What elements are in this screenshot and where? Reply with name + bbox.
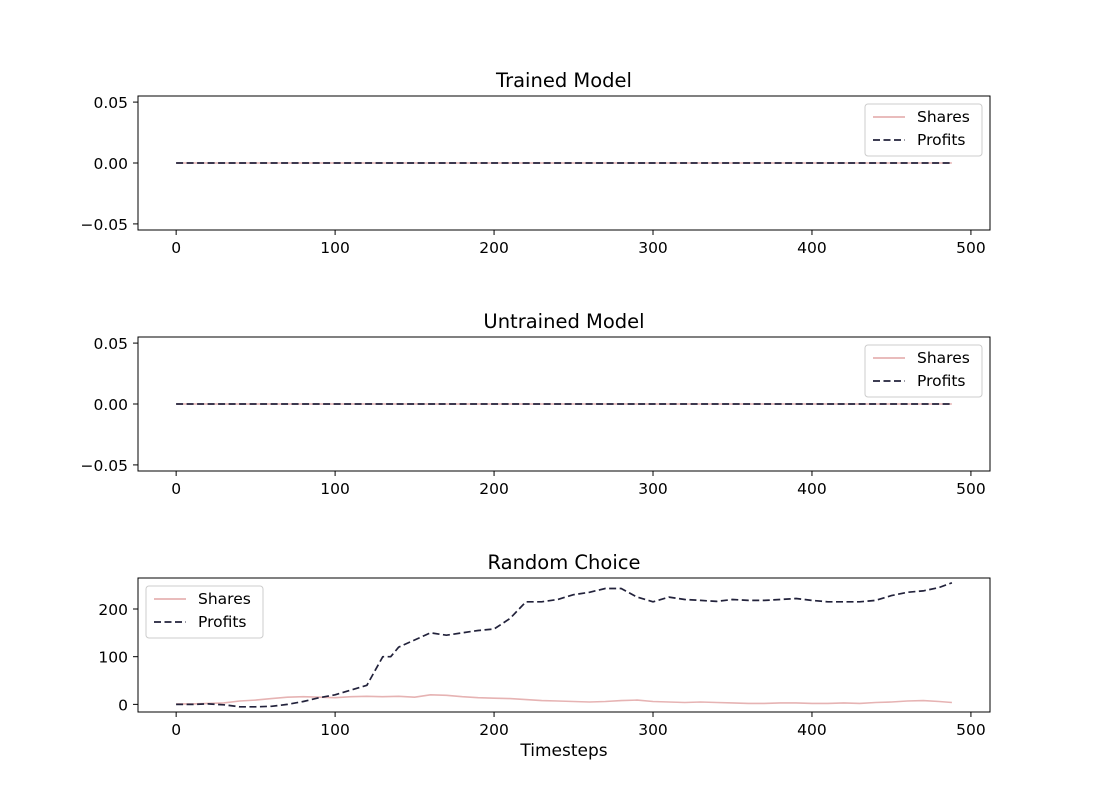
- x-tick-label: 100: [320, 480, 350, 498]
- x-tick-label: 300: [638, 239, 668, 257]
- chart-panel-0: Trained Model 0 100 200 300 400 500 −0.05 0.00 0.…: [81, 69, 991, 257]
- legend-label-profits: Profits: [198, 613, 247, 631]
- legend-label-shares: Shares: [917, 349, 970, 367]
- x-tick-label: 500: [956, 480, 986, 498]
- y-tick-label: 0.00: [93, 396, 128, 414]
- x-tick-label: 200: [479, 239, 509, 257]
- y-tick-label: 0.05: [93, 335, 128, 353]
- y-tick-label: 0.00: [93, 155, 128, 173]
- x-tick-label: 200: [479, 721, 509, 739]
- x-tick-label: 400: [797, 480, 827, 498]
- x-tick-label: 300: [638, 480, 668, 498]
- plot-frame: [137, 577, 991, 713]
- x-tick-label: 0: [171, 239, 181, 257]
- chart-panel-1: Untrained Model 0 100 200 300 400 500 −0.05 0.00…: [81, 310, 991, 498]
- x-tick-label: 0: [171, 480, 181, 498]
- legend: Shares Profits: [864, 344, 983, 398]
- y-tick-label: 100: [98, 649, 128, 667]
- x-tick-label: 200: [479, 480, 509, 498]
- legend-label-profits: Profits: [917, 131, 966, 149]
- legend-label-shares: Shares: [917, 108, 970, 126]
- chart-title: Trained Model: [495, 69, 632, 92]
- x-tick-label: 100: [320, 721, 350, 739]
- x-tick-label: 100: [320, 239, 350, 257]
- legend: Shares Profits: [864, 103, 983, 157]
- y-tick-label: −0.05: [81, 457, 129, 475]
- chart-title: Untrained Model: [483, 310, 644, 333]
- chart-title: Random Choice: [488, 551, 641, 574]
- y-tick-label: 0.05: [93, 94, 128, 112]
- x-tick-label: 500: [956, 239, 986, 257]
- chart-panel-2: Random Choice 0 100 200 300 400 500 0 100 200 Time…: [98, 551, 991, 761]
- legend-label-profits: Profits: [917, 372, 966, 390]
- legend: Shares Profits: [145, 585, 264, 639]
- legend-label-shares: Shares: [198, 590, 251, 608]
- x-tick-label: 0: [171, 721, 181, 739]
- x-axis-label: Timesteps: [519, 741, 607, 761]
- x-tick-label: 500: [956, 721, 986, 739]
- x-tick-label: 400: [797, 239, 827, 257]
- y-tick-label: 200: [98, 601, 128, 619]
- series-line-profits: [176, 582, 953, 708]
- y-tick-label: −0.05: [81, 216, 129, 234]
- x-tick-label: 400: [797, 721, 827, 739]
- y-tick-label: 0: [118, 696, 128, 714]
- series-line-shares: [176, 693, 952, 705]
- x-tick-label: 300: [638, 721, 668, 739]
